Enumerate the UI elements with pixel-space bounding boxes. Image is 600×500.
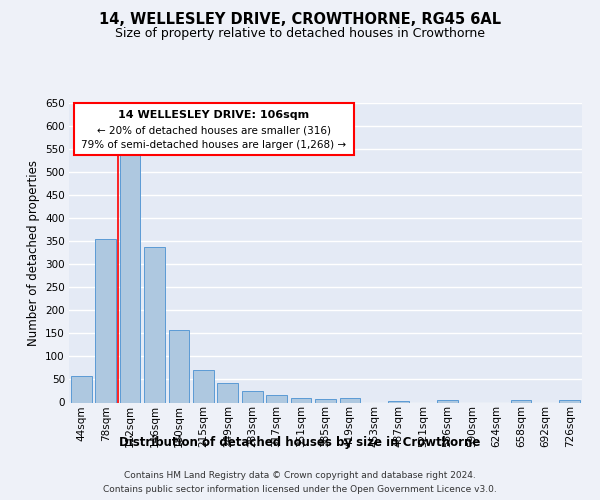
Text: Contains HM Land Registry data © Crown copyright and database right 2024.: Contains HM Land Registry data © Crown c… xyxy=(124,472,476,480)
Bar xyxy=(437,400,458,402)
Text: ← 20% of detached houses are smaller (316): ← 20% of detached houses are smaller (31… xyxy=(97,125,331,135)
Bar xyxy=(315,399,336,402)
Text: 79% of semi-detached houses are larger (1,268) →: 79% of semi-detached houses are larger (… xyxy=(82,140,346,150)
Text: 14 WELLESLEY DRIVE: 106sqm: 14 WELLESLEY DRIVE: 106sqm xyxy=(118,110,310,120)
Text: Size of property relative to detached houses in Crowthorne: Size of property relative to detached ho… xyxy=(115,28,485,40)
Bar xyxy=(290,398,311,402)
Bar xyxy=(559,400,580,402)
Bar xyxy=(169,330,190,402)
Y-axis label: Number of detached properties: Number of detached properties xyxy=(26,160,40,346)
Bar xyxy=(193,370,214,402)
Bar xyxy=(340,398,361,402)
Bar xyxy=(242,391,263,402)
Text: 14, WELLESLEY DRIVE, CROWTHORNE, RG45 6AL: 14, WELLESLEY DRIVE, CROWTHORNE, RG45 6A… xyxy=(99,12,501,28)
Bar xyxy=(217,383,238,402)
Bar xyxy=(119,154,140,402)
Bar xyxy=(266,394,287,402)
Bar xyxy=(144,246,165,402)
Text: Distribution of detached houses by size in Crowthorne: Distribution of detached houses by size … xyxy=(119,436,481,449)
Bar xyxy=(388,401,409,402)
Bar xyxy=(511,400,532,402)
Text: Contains public sector information licensed under the Open Government Licence v3: Contains public sector information licen… xyxy=(103,486,497,494)
Bar xyxy=(95,238,116,402)
FancyBboxPatch shape xyxy=(74,102,354,155)
Bar xyxy=(71,376,92,402)
